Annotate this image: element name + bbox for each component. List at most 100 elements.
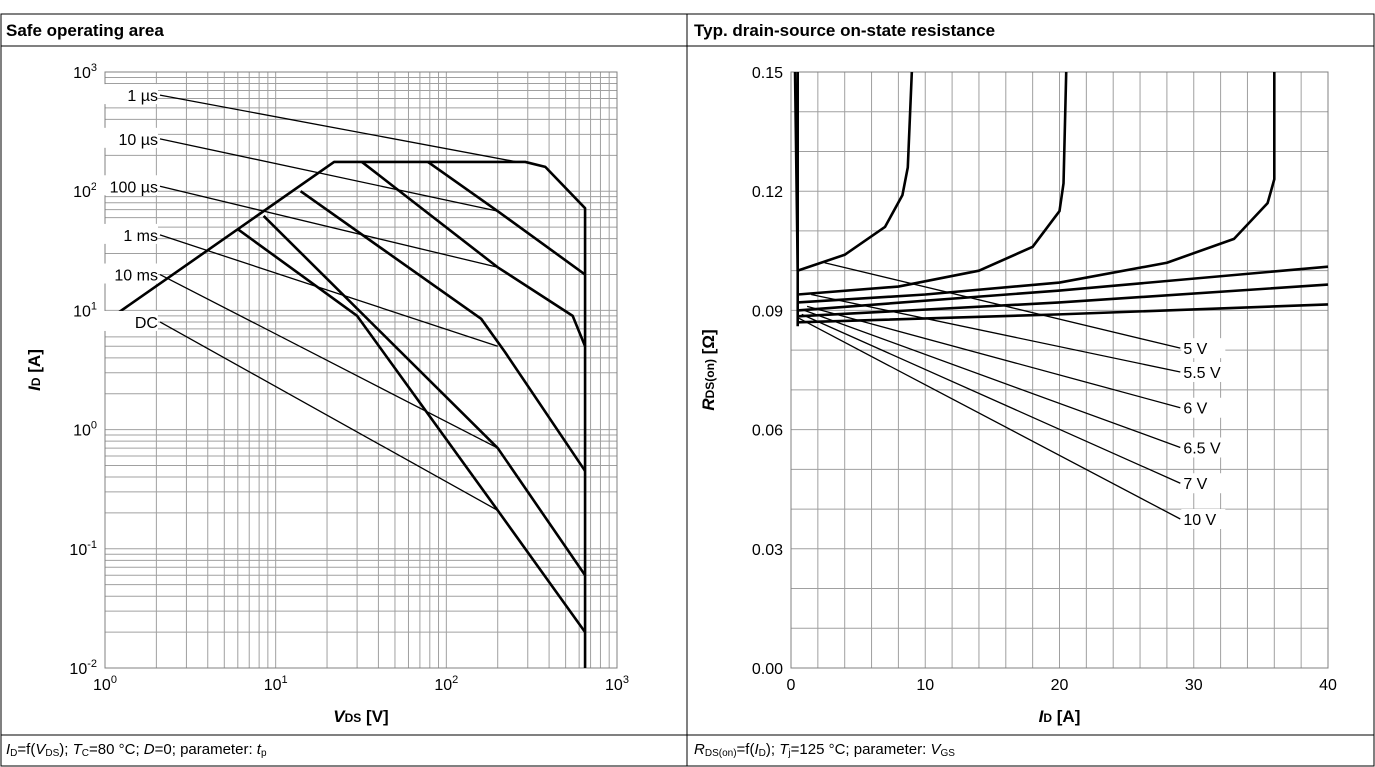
series-7-V: 7 V [797,283,1329,494]
caption-subscript: j [788,748,791,759]
caption-symbol: D [143,741,155,758]
plot-area-border [104,71,618,669]
caption-text: ); [59,741,73,758]
caption-symbol: t [256,741,261,758]
y-tick-label: 101 [73,300,97,320]
series-label: 1 µs [127,88,158,105]
y-tick-label: 0.03 [752,542,783,559]
y-tick-label: 0.12 [752,184,783,201]
series-thick-line [237,228,587,633]
series-label-background [1181,437,1226,458]
series-label: 10 µs [119,132,158,149]
y-tick-label: 102 [73,181,97,201]
series-6-V: 6 V [797,72,1276,418]
caption-text: =f( [17,741,36,758]
series-label-background [95,127,158,148]
caption-text: ); [765,741,780,758]
series-label-background [1181,361,1226,382]
series-label: 10 ms [114,268,158,285]
series-5.5-V: 5.5 V [797,71,1226,382]
series-1-µs: 1 µs [95,84,587,668]
series-label-background [1181,473,1226,494]
caption-symbol: V [930,741,941,758]
series-thin-line [801,313,1181,484]
series-thin-line [798,317,1181,520]
series-label: 5 V [1183,341,1207,358]
series-thick-line [262,215,587,576]
series-thick-line [797,265,1329,312]
series-label-background [1181,509,1226,529]
series-label: 100 µs [110,179,158,196]
x-tick-label: 100 [93,674,117,694]
series-thick-line [797,303,1329,324]
series-thick-line [797,283,1329,318]
y-tick-label: 10-1 [69,539,97,559]
caption-subscript: D [10,748,18,759]
series-100-µs: 100 µs [95,160,587,347]
x-tick-label: 20 [1051,677,1069,694]
series-label-background [95,84,158,105]
y-tick-label: 103 [73,62,97,82]
caption-text: =80 °C; [89,741,144,758]
series-label-background [1181,397,1226,418]
series-thin-line [811,293,1181,373]
caption-text: =f( [736,741,755,758]
caption-text: =125 °C; parameter: [790,741,931,758]
caption-subscript: DS(on) [704,748,737,759]
y-tick-label: 0.09 [752,303,783,320]
y-tick-label: 100 [73,420,97,440]
x-tick-label: 0 [787,677,796,694]
y-tick-label: 0.00 [752,661,783,678]
caption-symbol: I [6,741,11,758]
series-label: 10 V [1183,512,1216,529]
x-tick-label: 101 [264,674,288,694]
caption-subscript: DS [45,748,60,759]
series-6.5-V: 6.5 V [797,265,1329,458]
series-label: 6.5 V [1183,440,1221,457]
caption-subscript: GS [940,748,955,759]
x-tick-label: 30 [1185,677,1203,694]
y-axis-label: ID [A] [25,349,44,391]
series-thick-line [793,71,914,272]
caption-symbol: T [779,741,789,758]
y-axis-label: RDS(on) [Ω] [699,329,718,410]
series-label: 5.5 V [1183,365,1221,382]
soa-panel-title: Safe operating area [6,21,164,40]
y-tick-label: 0.06 [752,423,783,440]
caption-text: =0; parameter: [154,741,257,758]
series-label: 7 V [1183,476,1207,493]
caption-symbol: I [754,741,759,758]
caption-symbol: V [35,741,46,758]
caption-symbol: R [694,741,705,758]
series-thin-line [159,321,499,511]
series-thin-line [159,185,498,268]
series-thin-line [159,273,499,449]
series-10-V: 10 V [797,303,1329,529]
series-10-µs: 10 µs [95,127,586,276]
series-thick-line [427,160,586,276]
rdson-caption: RDS(on)=f(ID); Tj=125 °C; parameter: VGS [694,741,955,763]
soa-caption: ID=f(VDS); TC=80 °C; D=0; parameter: tp [6,741,267,763]
series-label: DC [135,315,158,332]
series-label-background [1181,338,1226,359]
series-thin-line [806,305,1181,409]
series-label: 1 ms [123,228,158,245]
rdson-grid [790,71,1329,669]
x-axis-label: ID [A] [1039,707,1081,726]
x-tick-label: 10 [916,677,934,694]
series-label: 6 V [1183,401,1207,418]
series-DC: DC [95,228,587,633]
series-label-background [95,175,158,196]
x-tick-label: 40 [1319,677,1337,694]
plot-area-border [790,71,1329,669]
x-tick-label: 102 [434,674,458,694]
series-1-ms: 1 ms [95,190,587,472]
caption-subscript: C [81,748,90,759]
y-tick-label: 0.15 [752,65,783,82]
series-label-background [95,310,158,331]
series-thick-line [104,160,587,668]
series-thin-line [159,138,498,212]
